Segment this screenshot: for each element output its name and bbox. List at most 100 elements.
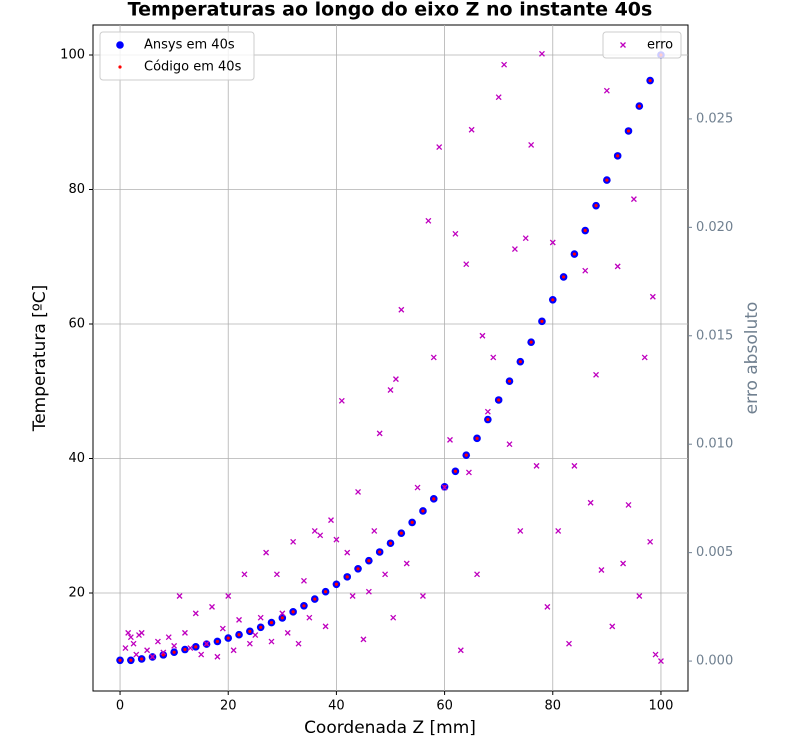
data-point (300, 577, 307, 584)
data-point (280, 616, 284, 620)
data-point (616, 154, 620, 158)
data-point (484, 408, 491, 415)
data-point (533, 462, 540, 469)
data-point (551, 298, 555, 302)
y-tick-label: 100 (60, 47, 85, 62)
legend-box (99, 31, 255, 81)
data-point (129, 658, 133, 662)
data-point (376, 430, 383, 437)
data-point (311, 527, 318, 534)
y-tick-label: 20 (68, 586, 85, 601)
series (122, 50, 664, 665)
data-point (226, 636, 230, 640)
data-point (511, 246, 518, 252)
legend-marker (116, 41, 124, 49)
data-point (388, 541, 393, 545)
y-tick-label: 60 (68, 317, 85, 332)
data-point (355, 488, 362, 495)
data-point (399, 531, 403, 535)
data-point (587, 499, 594, 506)
data-point (657, 658, 664, 665)
data-point (248, 629, 252, 633)
data-point (641, 354, 648, 361)
data-point (447, 436, 453, 443)
data-point (273, 571, 280, 578)
data-point (566, 640, 572, 647)
data-point (295, 640, 302, 647)
data-point (464, 453, 468, 457)
data-point (453, 469, 458, 473)
data-point (187, 645, 194, 652)
data-point (501, 61, 508, 68)
data-point (323, 590, 328, 594)
data-point (398, 306, 405, 313)
data-point (419, 593, 426, 599)
series (116, 51, 665, 665)
data-point (609, 623, 616, 630)
data-point (538, 50, 545, 57)
data-point (365, 588, 372, 595)
data-point (198, 651, 205, 658)
data-point (555, 527, 562, 534)
data-point (333, 536, 340, 543)
data-point (360, 636, 367, 643)
data-point (572, 252, 577, 256)
data-point (259, 625, 263, 629)
x-tick-label: 40 (328, 699, 345, 714)
data-point (125, 629, 132, 636)
data-point (192, 610, 199, 617)
data-point (626, 129, 631, 133)
data-point (497, 398, 501, 402)
y2-tick-label: 0.000 (696, 654, 733, 669)
data-point (356, 567, 360, 571)
data-point (345, 575, 349, 579)
data-point (410, 520, 414, 524)
data-point (603, 87, 610, 94)
data-point (263, 549, 270, 556)
data-point (165, 634, 172, 641)
y2-tick-label: 0.025 (696, 111, 733, 126)
data-point (203, 640, 210, 647)
data-point (338, 397, 345, 404)
data-point (209, 603, 215, 610)
data-point (257, 614, 264, 621)
data-point (230, 647, 237, 654)
data-point (457, 647, 464, 654)
data-point (118, 658, 122, 662)
data-point (246, 640, 253, 647)
data-point (122, 645, 129, 652)
legend-marker (620, 42, 626, 48)
data-point (630, 196, 637, 203)
data-point (291, 610, 295, 614)
data-point (140, 657, 144, 661)
data-point (620, 560, 627, 567)
data-point (465, 469, 472, 476)
data-point (544, 603, 551, 610)
x-tick-label: 100 (649, 699, 674, 714)
data-point (490, 354, 497, 361)
data-point (392, 376, 399, 383)
data-point (583, 228, 587, 233)
data-point (495, 94, 502, 101)
y2-axis-label: erro absoluto (742, 302, 762, 415)
y2-tick-label: 0.010 (696, 437, 733, 452)
data-point (414, 484, 421, 491)
legend-box (602, 31, 682, 59)
data-point (215, 639, 220, 644)
data-point (144, 647, 151, 654)
data-point (486, 417, 490, 422)
data-point (367, 559, 371, 563)
data-point (302, 604, 306, 608)
data-point (290, 538, 297, 545)
data-point (390, 614, 397, 621)
data-point (421, 509, 425, 513)
legend-label: erro (647, 38, 673, 53)
data-point (149, 653, 156, 660)
data-point (225, 593, 232, 599)
data-point (133, 651, 140, 658)
data-point (154, 638, 161, 645)
data-point (214, 653, 221, 660)
data-point (430, 354, 437, 361)
y-tick-label: 40 (68, 451, 85, 466)
